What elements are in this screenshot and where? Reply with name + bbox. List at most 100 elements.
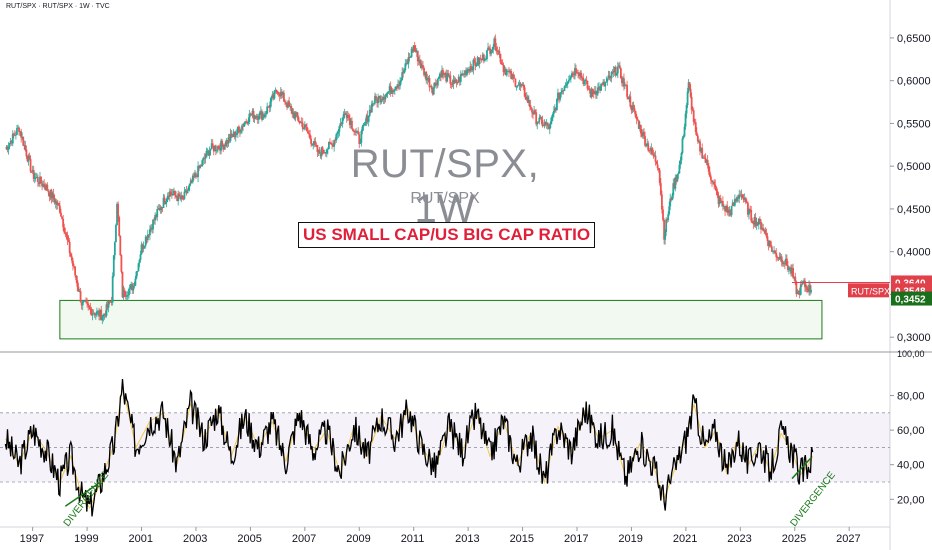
price-candle — [282, 92, 285, 102]
price-candle — [145, 236, 148, 241]
price-candle — [224, 144, 227, 147]
price-candle — [741, 194, 744, 198]
price-candle — [486, 50, 488, 60]
price-candle — [339, 123, 342, 127]
price-candle — [323, 152, 326, 153]
price-candle — [214, 145, 217, 151]
price-candle — [310, 138, 313, 144]
price-candle — [168, 191, 171, 197]
price-candle — [800, 284, 803, 286]
price-candle — [696, 135, 699, 142]
price-candle — [525, 96, 528, 100]
price-candle — [375, 96, 377, 100]
price-candle — [595, 93, 598, 95]
price-candle — [207, 150, 210, 156]
price-candle — [404, 63, 407, 70]
price-candle — [9, 140, 12, 144]
price-candle — [788, 268, 790, 270]
price-candle — [518, 83, 521, 85]
price-candle — [416, 50, 419, 62]
price-candle — [209, 149, 212, 151]
price-candle — [402, 72, 405, 74]
price-candle — [787, 265, 789, 270]
price-candle — [701, 148, 704, 159]
price-candle — [586, 80, 589, 89]
price-candle — [206, 150, 209, 152]
price-candle — [20, 131, 23, 138]
price-candle — [733, 199, 736, 206]
price-candle — [392, 90, 395, 92]
price-candle — [101, 316, 104, 321]
price-candle — [645, 145, 647, 147]
price-candle — [565, 83, 568, 86]
price-candle — [11, 133, 14, 144]
price-candle — [212, 146, 215, 152]
price-candle — [189, 180, 192, 184]
price-candle — [61, 216, 63, 219]
price-candle — [376, 99, 378, 104]
price-candle — [330, 142, 332, 145]
price-candle — [649, 150, 652, 152]
price-candle — [106, 304, 109, 308]
price-candle — [569, 76, 572, 79]
price-candle — [125, 295, 128, 297]
price-candle — [16, 128, 18, 135]
price-candle — [731, 202, 734, 207]
price-candle — [155, 215, 158, 218]
price-candle — [69, 253, 72, 257]
y-tick-label: 0,6000 — [897, 76, 931, 88]
price-candle — [744, 197, 747, 203]
price-candle — [707, 165, 710, 172]
price-candle — [137, 263, 140, 272]
price-candle — [459, 74, 462, 82]
price-candle — [342, 114, 345, 118]
y-tick-label: 0,6500 — [897, 33, 931, 45]
price-candle — [198, 165, 201, 169]
price-candle — [354, 131, 356, 133]
price-candle — [118, 217, 121, 236]
price-candle — [685, 105, 688, 114]
price-candle — [72, 260, 74, 266]
price-candle — [102, 314, 105, 317]
price-candle — [643, 132, 645, 137]
price-candle — [533, 110, 535, 115]
price-candle — [388, 85, 391, 92]
price-candle — [759, 218, 761, 222]
price-candle — [306, 127, 308, 132]
price-candle — [386, 92, 389, 94]
price-candle — [601, 83, 604, 85]
price-candle — [287, 101, 289, 108]
price-candle — [299, 121, 302, 123]
price-candle — [103, 314, 106, 316]
rsi-tick-label: 20,00 — [897, 494, 925, 506]
price-candle — [152, 219, 154, 230]
price-candle — [793, 276, 796, 278]
price-candle — [241, 125, 243, 131]
price-candle — [732, 202, 735, 206]
price-candle — [639, 124, 642, 134]
price-candle — [576, 72, 578, 74]
price-candle — [66, 235, 69, 241]
x-tick-label: 2005 — [237, 533, 261, 545]
price-candle — [766, 236, 769, 242]
price-candle — [357, 131, 360, 135]
price-candle — [270, 97, 273, 102]
price-candle — [747, 202, 749, 215]
price-candle — [75, 275, 78, 281]
price-candle — [382, 97, 385, 101]
price-candle — [504, 69, 507, 76]
price-candle — [695, 132, 698, 136]
price-candle — [782, 263, 785, 265]
price-candle — [434, 82, 437, 85]
price-candle — [304, 124, 307, 128]
x-tick-label: 2003 — [183, 533, 207, 545]
price-candle — [91, 313, 94, 316]
price-candle — [368, 109, 371, 116]
price-candle — [768, 241, 771, 247]
price-candle — [583, 80, 586, 85]
price-candle — [556, 98, 558, 110]
price-candle — [297, 117, 300, 122]
price-candle — [767, 241, 770, 247]
price-candle — [508, 70, 510, 73]
price-candle — [50, 189, 53, 199]
